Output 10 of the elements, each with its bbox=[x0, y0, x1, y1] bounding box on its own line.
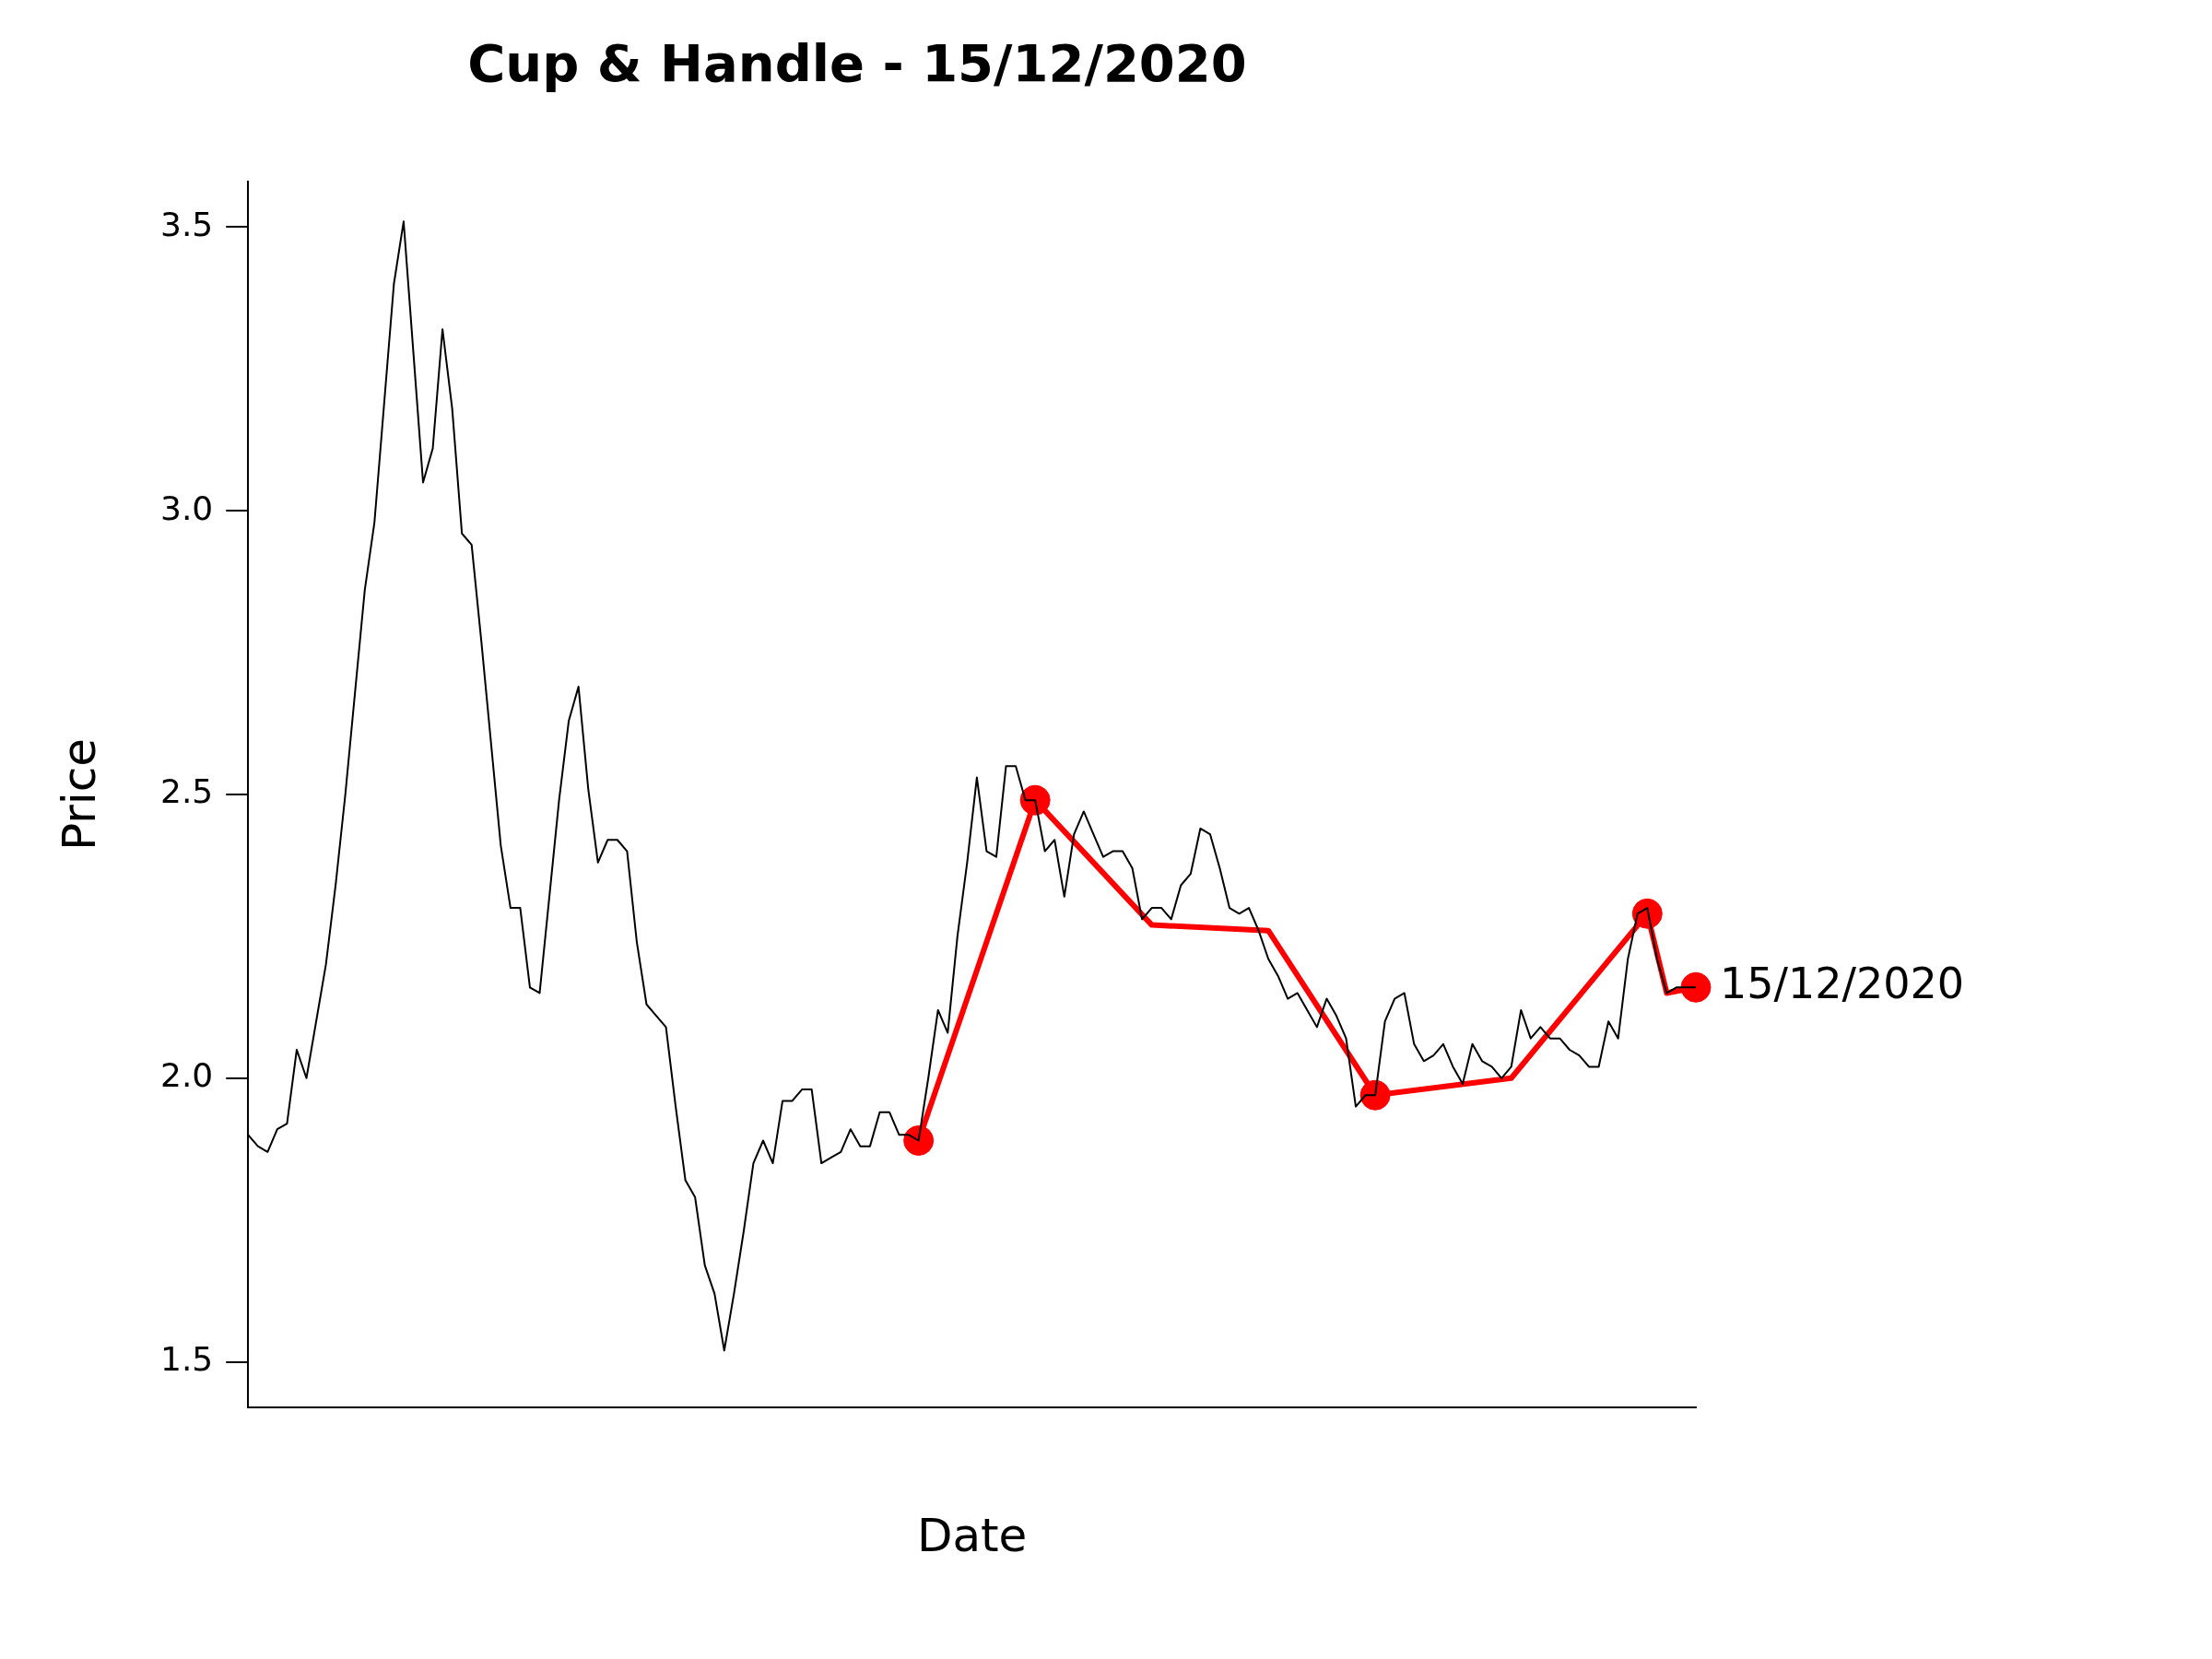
y-tick-label: 3.0 bbox=[159, 488, 214, 527]
x-axis-title: Date bbox=[916, 1508, 1028, 1562]
y-tick-label: 3.5 bbox=[159, 205, 214, 243]
y-axis-title: Price bbox=[52, 738, 106, 851]
point bbox=[1680, 971, 1712, 1003]
chart-title: Cup & Handle - 15/12/2020 bbox=[467, 33, 1247, 94]
y-tick-label: 2.0 bbox=[159, 1056, 214, 1095]
text: 15/12/2020 bbox=[1720, 959, 1965, 1009]
y-tick-label: 2.5 bbox=[159, 772, 214, 811]
y-tick-label: 1.5 bbox=[159, 1339, 214, 1378]
